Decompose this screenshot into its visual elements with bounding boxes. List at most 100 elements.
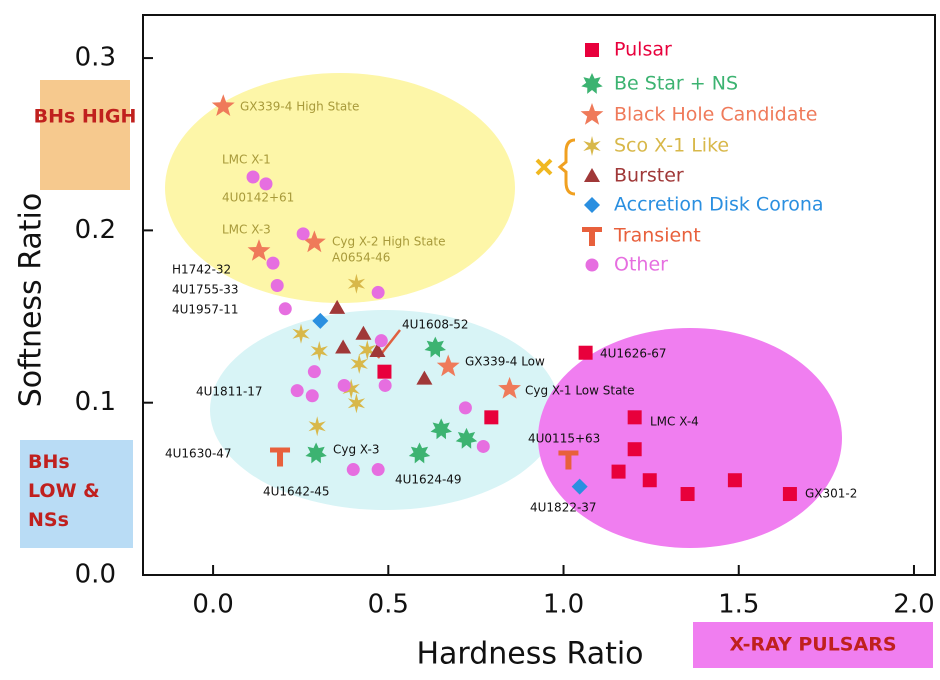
y-tick-label: 0.2 <box>75 215 116 245</box>
source-label: Cyg X-1 Low State <box>525 384 635 398</box>
marker-triangle <box>355 325 372 340</box>
y-tick-label: 0.1 <box>75 387 116 417</box>
source-label: H1742-32 <box>172 263 231 277</box>
marker-asterisk <box>292 323 310 344</box>
marker-star <box>581 73 603 94</box>
y-axis-label: Softness Ratio <box>14 193 49 407</box>
source-label: 4U0142+61 <box>222 191 294 205</box>
legend-label: Sco X-1 Like <box>614 135 729 157</box>
marker-circle <box>378 378 392 392</box>
y-tick-label: 0.0 <box>75 560 116 590</box>
source-label: 4U1608-52 <box>402 318 469 332</box>
source-label: Cyg X-2 High State <box>332 235 445 249</box>
marker-tee <box>270 447 291 467</box>
marker-diamond <box>571 478 588 495</box>
marker-circle <box>259 177 273 191</box>
source-label: LMC X-4 <box>650 415 699 429</box>
region-box <box>40 80 130 190</box>
source-label: 4U1624-49 <box>395 473 462 487</box>
marker-circle <box>296 227 310 241</box>
marker-asterisk <box>583 136 601 156</box>
x-axis-label: Hardness Ratio <box>416 637 643 672</box>
source-label: LMC X-1 <box>222 153 271 167</box>
source-label: 4U1626-67 <box>600 347 667 361</box>
marker-diamond <box>584 197 600 213</box>
marker-circle <box>266 256 280 270</box>
marker-circle <box>458 401 472 415</box>
pulsar-region <box>538 328 842 548</box>
marker-star <box>408 442 431 464</box>
marker-circle <box>585 258 599 272</box>
marker-circle <box>305 389 319 403</box>
marker-star <box>305 442 327 464</box>
marker-circle <box>270 279 284 293</box>
marker-square <box>680 487 695 502</box>
marker-circle <box>371 285 385 299</box>
marker-asterisk <box>350 353 368 374</box>
marker-star <box>303 230 326 253</box>
marker-circle <box>374 334 388 348</box>
marker-diamond <box>312 312 329 329</box>
marker-square <box>642 473 657 488</box>
marker-square <box>377 364 392 379</box>
marker-square <box>585 43 599 57</box>
region-box <box>20 440 133 548</box>
source-label: 4U0115+63 <box>528 432 600 446</box>
legend-label: Burster <box>614 165 684 187</box>
source-label: LMC X-3 <box>222 223 271 237</box>
marker-star <box>247 239 271 261</box>
marker-square <box>627 410 642 425</box>
marker-asterisk <box>358 340 376 360</box>
marker-star <box>430 418 452 440</box>
marker-asterisk <box>308 416 326 437</box>
source-label: GX301-2 <box>805 487 857 501</box>
marker-square <box>727 473 742 488</box>
source-label: 4U1642-45 <box>263 485 330 499</box>
marker-circle <box>278 302 292 316</box>
legend-bracket-mark <box>535 158 553 176</box>
region-box <box>693 622 933 668</box>
marker-square <box>611 464 626 479</box>
plot-frame <box>142 14 936 576</box>
source-label: 4U1822-37 <box>530 501 597 515</box>
marker-star <box>498 376 521 399</box>
x-tick-label: 2.0 <box>893 590 934 620</box>
marker-triangle <box>369 343 386 357</box>
source-label: A0654-46 <box>332 251 390 265</box>
source-label: 4U1811-17 <box>196 385 263 399</box>
region-label: BHs HIGH <box>34 106 137 128</box>
legend-label: Transient <box>613 225 701 247</box>
marker-triangle <box>584 168 600 182</box>
x-tick-label: 0.5 <box>368 590 409 620</box>
marker-star <box>580 103 604 125</box>
legend-label: Be Star + NS <box>614 73 738 95</box>
low-region <box>210 310 560 510</box>
marker-tee <box>582 227 602 246</box>
source-label: Cyg X-3 <box>333 443 380 457</box>
marker-asterisk <box>342 378 360 399</box>
legend-bracket <box>557 138 576 196</box>
legend-box <box>548 35 860 310</box>
region-label: BHs LOW & NSs <box>28 451 100 531</box>
marker-square <box>484 410 499 425</box>
marker-asterisk <box>347 273 366 294</box>
x-tick-label: 1.5 <box>718 590 759 620</box>
marker-triangle <box>329 299 346 314</box>
marker-star <box>424 336 446 358</box>
legend-label: Other <box>614 254 668 276</box>
marker-asterisk <box>310 341 328 361</box>
source-label: GX339-4 High State <box>240 100 359 114</box>
backdrop <box>165 35 860 548</box>
marker-triangle <box>416 370 433 385</box>
source-label: 4U1957-11 <box>172 303 239 317</box>
marker-tee <box>558 450 579 470</box>
legend-label: Pulsar <box>614 39 672 61</box>
marker-asterisk <box>347 393 366 414</box>
marker-circle <box>307 365 321 379</box>
marker-circle <box>246 170 260 184</box>
marker-circle <box>337 378 351 392</box>
y-tick-label: 0.3 <box>75 43 116 73</box>
source-label: 4U1630-47 <box>165 447 232 461</box>
region-label-box: BHs LOW & NSs <box>28 451 100 531</box>
